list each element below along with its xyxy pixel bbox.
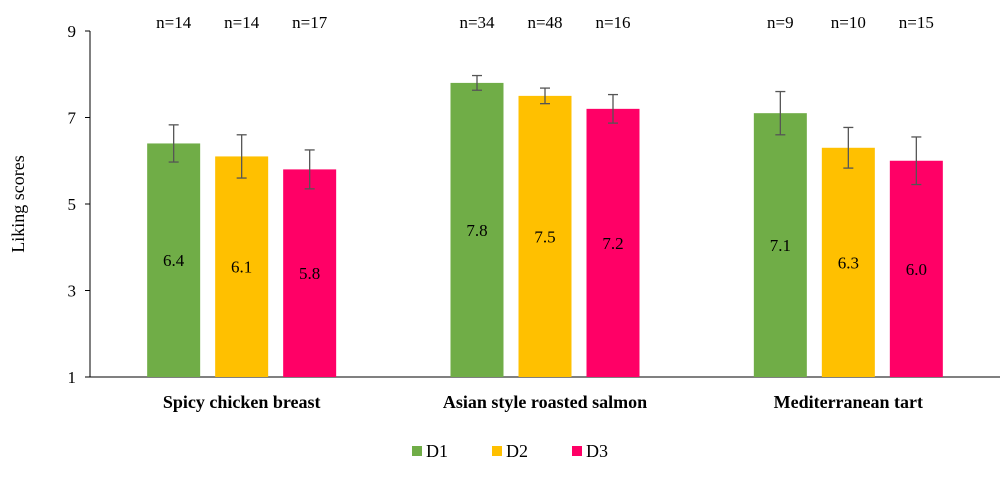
data-label: 6.4 bbox=[163, 251, 185, 270]
data-label: 7.1 bbox=[770, 236, 791, 255]
legend-swatch-d3 bbox=[572, 446, 582, 456]
bar-d1 bbox=[147, 143, 201, 377]
y-axis-title: Liking scores bbox=[8, 155, 28, 252]
sample-size-label: n=48 bbox=[527, 13, 562, 32]
category-label: Mediterranean tart bbox=[774, 392, 923, 412]
bar-d2 bbox=[821, 147, 875, 377]
data-label: 6.1 bbox=[231, 258, 252, 277]
data-label: 5.8 bbox=[299, 264, 320, 283]
y-tick-label: 1 bbox=[68, 368, 77, 387]
y-tick-label: 5 bbox=[68, 195, 77, 214]
legend-label-d1: D1 bbox=[426, 441, 448, 461]
category-label: Asian style roasted salmon bbox=[443, 392, 647, 412]
sample-size-label: n=15 bbox=[899, 13, 934, 32]
bar-d2 bbox=[518, 95, 572, 377]
sample-size-label: n=16 bbox=[595, 13, 630, 32]
y-tick-label: 3 bbox=[68, 282, 77, 301]
bar-d3 bbox=[586, 108, 640, 377]
sample-size-label: n=10 bbox=[831, 13, 866, 32]
sample-size-label: n=17 bbox=[292, 13, 328, 32]
legend-label-d2: D2 bbox=[506, 441, 528, 461]
category-label: Spicy chicken breast bbox=[163, 392, 321, 412]
data-label: 7.5 bbox=[534, 227, 555, 246]
sample-size-label: n=14 bbox=[156, 13, 192, 32]
data-label: 7.2 bbox=[602, 234, 623, 253]
legend-swatch-d2 bbox=[492, 446, 502, 456]
y-tick-label: 7 bbox=[68, 109, 77, 128]
plot-area: 1 3 5 7 9 Spicy chicken breast 6.4 n=14 6.1 n=14 5… bbox=[68, 13, 1000, 412]
sample-size-label: n=34 bbox=[459, 13, 495, 32]
data-label: 6.3 bbox=[838, 253, 859, 272]
sample-size-label: n=14 bbox=[224, 13, 260, 32]
bar-d3 bbox=[283, 169, 337, 377]
legend-swatch-d1 bbox=[412, 446, 422, 456]
legend-label-d3: D3 bbox=[586, 441, 608, 461]
bar-d1 bbox=[450, 82, 504, 378]
y-tick-label: 9 bbox=[68, 22, 77, 41]
legend: D1 D2 D3 bbox=[412, 441, 608, 461]
data-label: 7.8 bbox=[466, 221, 487, 240]
bar-d2 bbox=[215, 156, 269, 377]
sample-size-label: n=9 bbox=[767, 13, 794, 32]
bar-d3 bbox=[889, 160, 943, 377]
bar-d1 bbox=[753, 113, 807, 378]
data-label: 6.0 bbox=[906, 260, 927, 279]
